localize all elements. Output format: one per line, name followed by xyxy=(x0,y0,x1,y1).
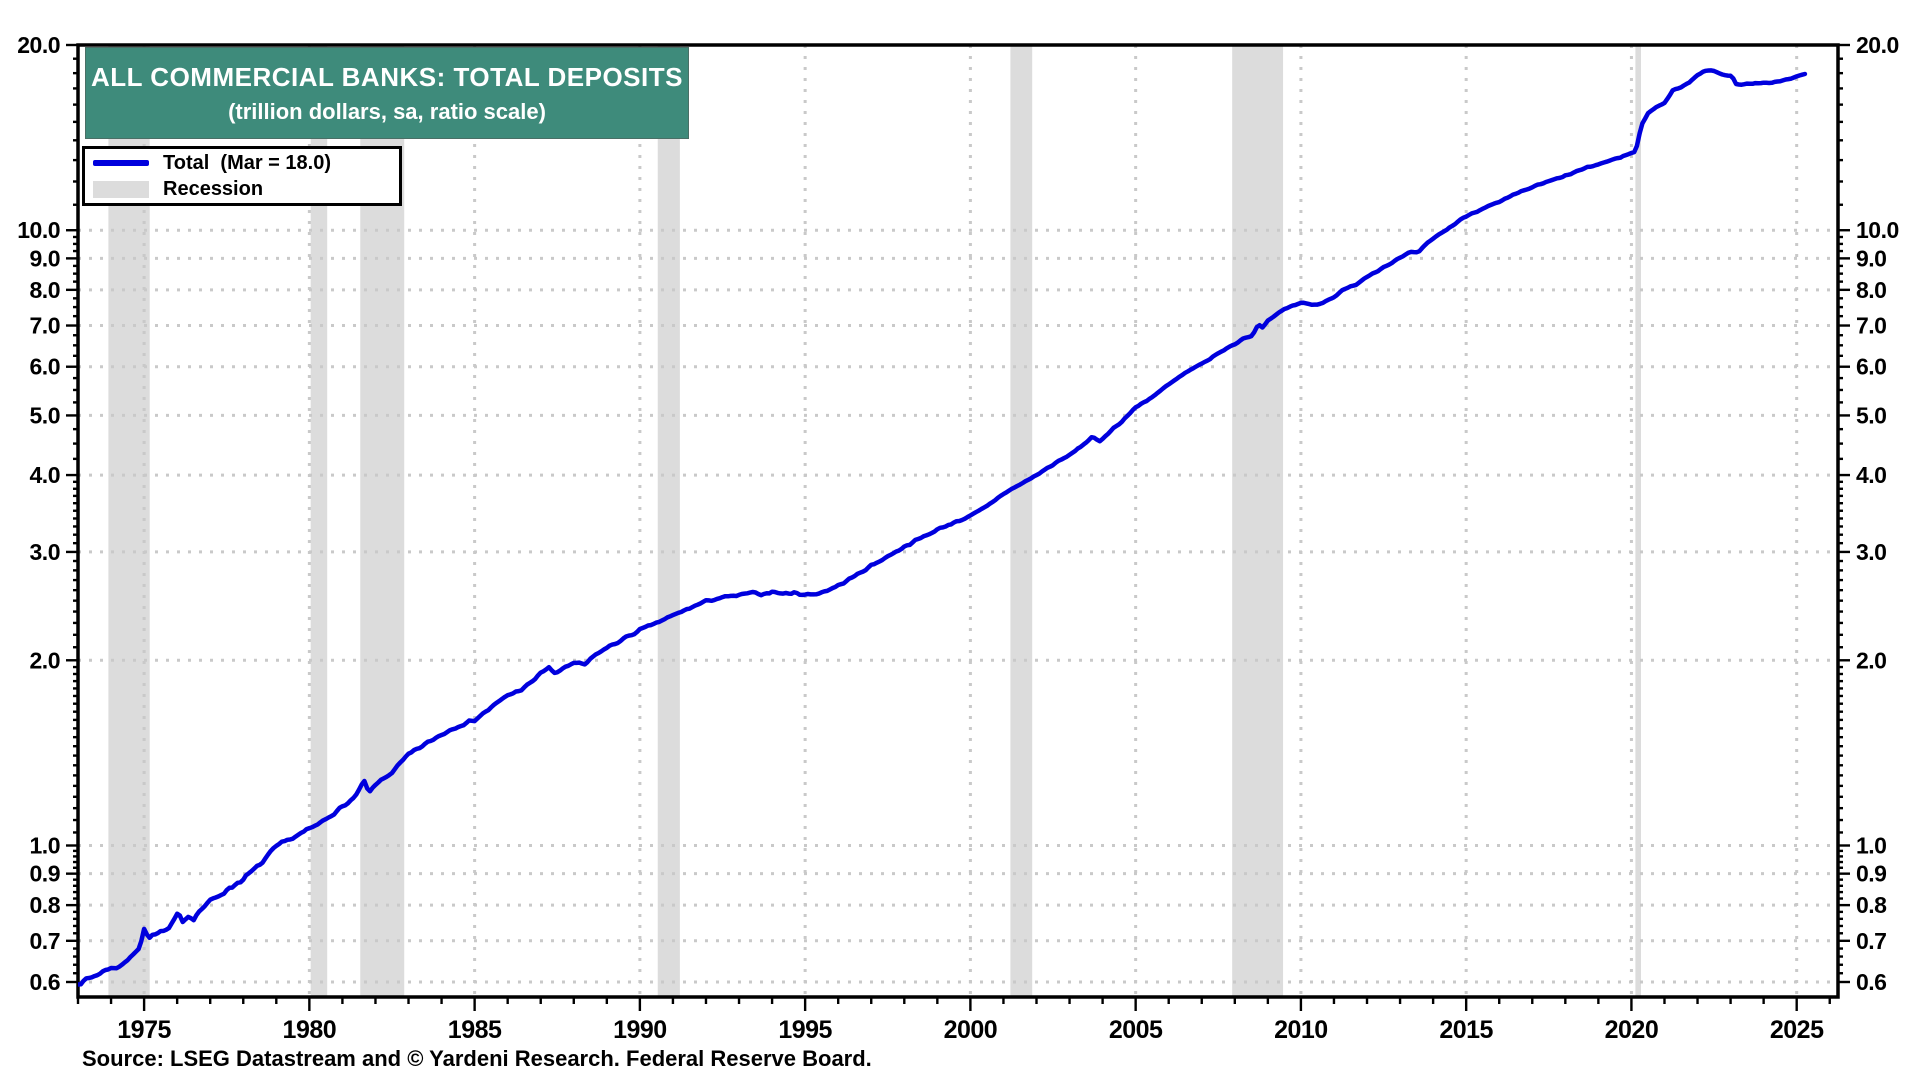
x-axis-label: 2025 xyxy=(1770,1016,1824,1044)
recession-band xyxy=(310,45,328,997)
y-axis-label-right: 0.9 xyxy=(1856,861,1886,887)
legend-recession-label: Recession xyxy=(163,177,264,200)
recession-band xyxy=(1010,45,1033,997)
total-deposits-line xyxy=(78,68,1808,987)
y-axis-label-right: 0.6 xyxy=(1856,969,1886,995)
y-axis-label-right: 7.0 xyxy=(1856,313,1886,339)
y-axis-label-left: 10.0 xyxy=(17,217,60,243)
chart-title: ALL COMMERCIAL BANKS: TOTAL DEPOSITS xyxy=(91,61,683,92)
axis-labels: 20.0 20.010.0 10.09.0 9.08.0 8.07.0 7.06.0 6.0… xyxy=(17,32,1899,1044)
x-axis-label: 2005 xyxy=(1109,1016,1163,1044)
y-axis-label-left: 8.0 xyxy=(30,277,60,303)
y-axis-label-right: 3.0 xyxy=(1856,539,1886,565)
plot-frame xyxy=(76,43,1840,999)
y-axis-label-right: 0.7 xyxy=(1856,928,1886,954)
y-axis-label-left: 0.7 xyxy=(30,928,60,954)
y-axis-label-left: 6.0 xyxy=(30,354,60,380)
y-axis-label-left: 9.0 xyxy=(30,245,60,271)
y-axis-label-left: 7.0 xyxy=(30,313,60,339)
chart-title-box: ALL COMMERCIAL BANKS: TOTAL DEPOSITS (tr… xyxy=(85,47,689,139)
x-axis-label: 2015 xyxy=(1439,1016,1493,1044)
legend-item-recession: Recession xyxy=(93,178,391,201)
x-axis-label: 1985 xyxy=(448,1016,502,1044)
x-axis-label: 1975 xyxy=(117,1016,171,1044)
y-axis-label-right: 8.0 xyxy=(1856,277,1886,303)
y-axis-label-left: 0.8 xyxy=(30,892,61,918)
x-axis-label: 1995 xyxy=(778,1016,832,1044)
y-axis-label-left: 0.9 xyxy=(30,861,60,887)
y-axis-label-left: 3.0 xyxy=(30,539,60,565)
x-axis-label: 2000 xyxy=(944,1016,998,1044)
y-axis-label-right: 2.0 xyxy=(1856,647,1886,673)
y-axis-label-right: 20.0 xyxy=(1856,32,1899,58)
recession-band xyxy=(1635,45,1642,997)
y-axis-label-right: 10.0 xyxy=(1856,217,1899,243)
y-axis-label-left: 2.0 xyxy=(30,647,60,673)
x-axis-label: 1980 xyxy=(283,1016,337,1044)
legend-item-total: Total (Mar = 18.0) xyxy=(93,152,391,175)
x-axis-label: 1990 xyxy=(613,1016,667,1044)
y-axis-label-right: 6.0 xyxy=(1856,354,1886,380)
y-axis-label-right: 0.8 xyxy=(1856,892,1887,918)
gridlines xyxy=(78,45,1838,997)
recession-swatch xyxy=(93,180,149,198)
y-axis-label-left: 0.6 xyxy=(30,969,60,995)
source-text: Source: LSEG Datastream and © Yardeni Re… xyxy=(82,1046,872,1071)
legend: Total (Mar = 18.0) Recession xyxy=(82,146,402,206)
x-axis-label: 2010 xyxy=(1274,1016,1328,1044)
recession-band xyxy=(1232,45,1284,997)
legend-total-label: Total (Mar = 18.0) xyxy=(163,151,332,174)
y-axis-label-right: 1.0 xyxy=(1856,833,1886,859)
y-axis-label-right: 4.0 xyxy=(1856,462,1886,488)
total-line-swatch xyxy=(93,160,149,166)
y-axis-label-left: 5.0 xyxy=(30,402,60,428)
y-axis-label-right: 9.0 xyxy=(1856,245,1886,271)
chart-subtitle: (trillion dollars, sa, ratio scale) xyxy=(228,98,546,124)
y-axis-label-left: 1.0 xyxy=(30,833,60,859)
x-axis-label: 2020 xyxy=(1605,1016,1659,1044)
y-axis-label-left: 20.0 xyxy=(17,32,60,58)
y-axis-label-left: 4.0 xyxy=(30,462,60,488)
y-axis-label-right: 5.0 xyxy=(1856,402,1886,428)
recession-band xyxy=(657,45,680,997)
recession-bands xyxy=(108,45,1642,997)
